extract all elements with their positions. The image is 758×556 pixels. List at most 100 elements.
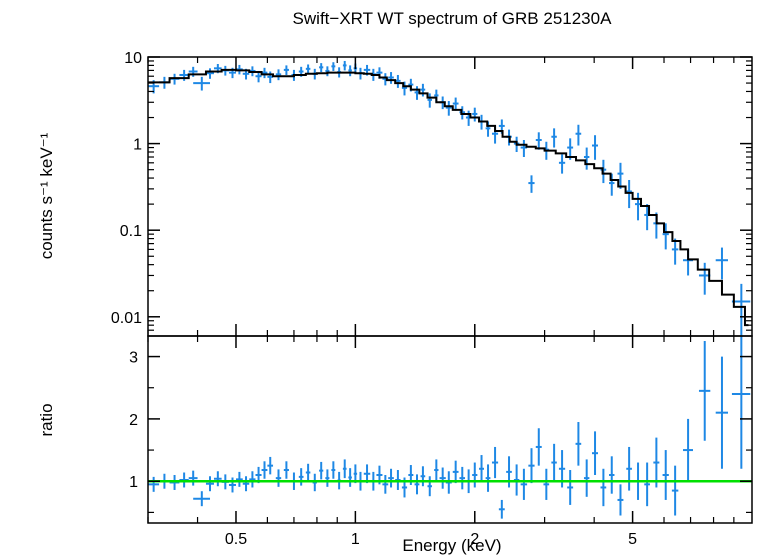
data-point (617, 162, 624, 189)
data-point (528, 175, 535, 193)
x-axis-label: Energy (keV) (402, 536, 501, 555)
ratio-point (662, 450, 669, 500)
x-tick-label: 5 (628, 531, 637, 548)
data-point (179, 69, 189, 81)
model-line (148, 68, 749, 327)
ratio-point (261, 461, 268, 479)
data-point (275, 69, 282, 81)
ratio-point (543, 468, 550, 500)
ratio-point (592, 431, 599, 476)
ratio-point (506, 456, 512, 488)
ratio-point (528, 448, 535, 484)
ratio-point (671, 465, 679, 516)
ratio-point (148, 476, 160, 492)
ratio-point (452, 460, 459, 484)
ratio-point (626, 446, 632, 491)
ratio-point (235, 471, 243, 487)
ratio-panel-frame (147, 335, 753, 524)
ratio-point (567, 470, 574, 505)
ratio-point (193, 491, 211, 507)
data-point (671, 238, 679, 265)
chart-title: Swift−XRT WT spectrum of GRB 251230A (293, 9, 613, 28)
data-point (575, 124, 582, 146)
ratio-point (331, 461, 336, 479)
ratio-point (242, 476, 250, 492)
ratio-point (715, 356, 729, 469)
y-tick-label: 0.01 (111, 310, 142, 327)
data-point (169, 73, 180, 85)
ratio-point (459, 466, 466, 490)
ratio-point (731, 336, 751, 469)
ratio-point (188, 470, 198, 486)
ratio-point (600, 468, 607, 507)
ratio-point (439, 467, 446, 489)
data-point (635, 192, 642, 221)
data-point (331, 62, 336, 71)
data-point (592, 135, 599, 160)
ratio-point (485, 464, 491, 492)
y-tick-label: 0.1 (120, 223, 142, 240)
data-point (283, 65, 289, 75)
ratio-point (298, 468, 304, 486)
ratio-point (479, 455, 484, 483)
ratio-point (342, 459, 347, 479)
data-point (626, 179, 632, 209)
data-point (583, 147, 590, 170)
data-point (205, 68, 214, 79)
ratio-point (491, 446, 499, 479)
data-point (305, 64, 311, 74)
ratio-point (228, 477, 236, 493)
ratio-point (609, 456, 615, 494)
ratio-point (325, 469, 330, 487)
x-tick-label: 0.5 (225, 531, 247, 548)
data-point (420, 83, 426, 97)
top-panel-data (148, 60, 751, 336)
x-tick-label: 2 (470, 531, 479, 548)
data-point (388, 72, 394, 84)
ratio-point (434, 459, 439, 481)
ratio-point (653, 437, 660, 488)
ratio-point (520, 468, 528, 500)
ratio-point (472, 462, 478, 488)
data-point (609, 173, 615, 196)
data-point (731, 283, 751, 336)
ratio-point (275, 469, 282, 487)
ratio-point (498, 499, 505, 519)
ratio-point (283, 461, 289, 479)
ratio-point (617, 484, 624, 516)
data-point (520, 140, 528, 158)
top-panel-frame (147, 56, 753, 337)
ratio-point (575, 422, 582, 466)
ratio-point (249, 471, 256, 488)
ratio-point (388, 468, 394, 488)
data-point (193, 76, 211, 91)
data-point (535, 132, 542, 150)
ratio-point (205, 476, 214, 492)
x-tick-label: 1 (351, 531, 360, 548)
ratio-point (551, 443, 557, 482)
ratio-point (382, 475, 389, 494)
data-point (401, 81, 408, 96)
data-point (452, 97, 459, 111)
ratio-point (319, 461, 324, 480)
ratio-panel-data (148, 336, 752, 519)
data-point (348, 65, 352, 77)
data-point (319, 63, 324, 73)
ratio-point (420, 466, 426, 487)
ratio-point (267, 456, 274, 475)
y-axis-label-bottom: ratio (37, 403, 56, 436)
data-point (445, 101, 452, 116)
data-point (267, 71, 274, 84)
data-point (662, 223, 669, 250)
data-point (551, 128, 557, 148)
ratio-tick-label: 1 (129, 474, 138, 491)
ratio-point (583, 459, 590, 497)
data-point (427, 93, 432, 108)
ratio-point (683, 418, 694, 482)
y-tick-label: 10 (124, 50, 142, 67)
y-tick-label: 1 (133, 137, 142, 154)
ratio-tick-label: 2 (129, 412, 138, 429)
ratio-point (535, 428, 542, 466)
data-point (472, 107, 478, 122)
